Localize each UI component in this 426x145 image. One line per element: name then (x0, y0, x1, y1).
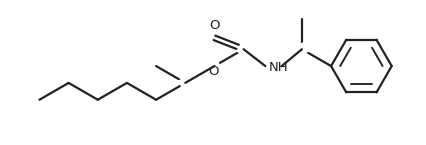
Text: O: O (209, 65, 219, 78)
Text: O: O (209, 19, 220, 32)
Text: NH: NH (269, 61, 288, 74)
